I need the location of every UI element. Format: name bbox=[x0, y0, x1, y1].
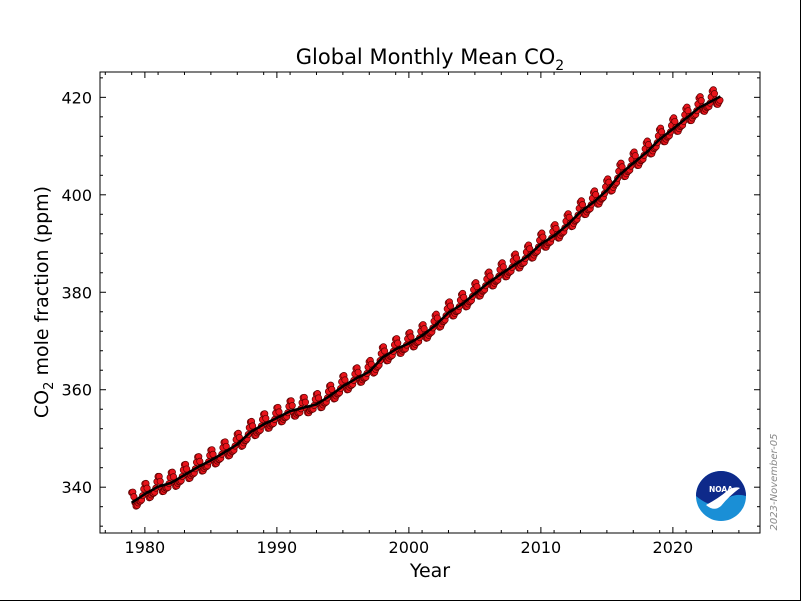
x-tick-label: 2000 bbox=[389, 538, 430, 557]
x-tick-label: 2010 bbox=[521, 538, 562, 557]
axis-ticks: 1980 1990 2000 2010 2020 340 360 380 400 420 bbox=[61, 72, 760, 557]
data-point bbox=[354, 368, 362, 376]
data-point bbox=[381, 347, 389, 355]
data-point bbox=[446, 302, 455, 310]
data-point bbox=[262, 414, 270, 422]
data-point bbox=[710, 90, 719, 98]
y-tick-label: 340 bbox=[61, 478, 92, 497]
x-tick-label: 2020 bbox=[653, 538, 694, 557]
date-stamp: 2023-November-05 bbox=[769, 434, 780, 531]
x-axis-label: Year bbox=[409, 560, 450, 582]
y-tick-label: 360 bbox=[61, 381, 92, 400]
data-point bbox=[288, 402, 296, 410]
noaa-logo-text: NOAA bbox=[709, 485, 733, 494]
x-tick-label: 1980 bbox=[125, 538, 166, 557]
chart-title: Global Monthly Mean CO2 bbox=[296, 45, 564, 74]
noaa-logo: NOAA bbox=[696, 471, 746, 521]
data-point bbox=[658, 128, 666, 136]
data-point bbox=[275, 408, 283, 416]
data-point bbox=[341, 376, 349, 384]
data-point bbox=[512, 254, 521, 262]
data-point bbox=[301, 398, 309, 406]
data-point bbox=[156, 477, 164, 485]
data-point bbox=[499, 263, 507, 271]
data-point bbox=[486, 272, 494, 280]
data-point bbox=[407, 333, 415, 341]
data-point bbox=[697, 97, 705, 105]
plot-area bbox=[99, 71, 761, 534]
data-point bbox=[684, 107, 692, 115]
data-point bbox=[394, 339, 402, 347]
x-tick-label: 1990 bbox=[257, 538, 298, 557]
data-point bbox=[578, 201, 587, 209]
data-point bbox=[631, 152, 639, 160]
monthly-mean-points bbox=[128, 86, 724, 510]
y-tick-label: 380 bbox=[61, 283, 92, 302]
data-point bbox=[539, 233, 547, 241]
y-tick-label: 400 bbox=[61, 186, 92, 205]
trend-line bbox=[130, 95, 722, 504]
data-point bbox=[671, 117, 679, 126]
y-tick-label: 420 bbox=[61, 88, 92, 107]
y-axis-label: CO2 mole fraction (ppm) bbox=[31, 186, 57, 418]
